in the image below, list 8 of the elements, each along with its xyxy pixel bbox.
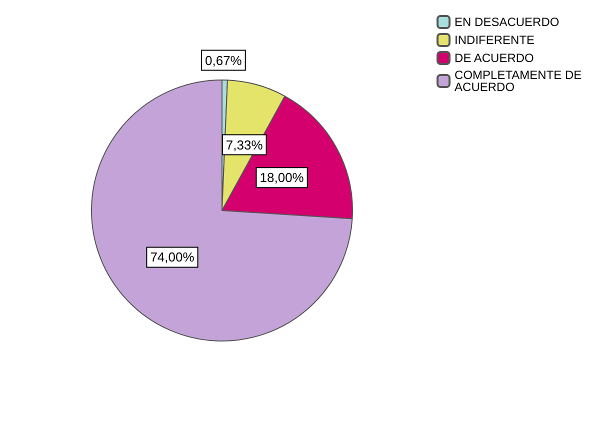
data-label: 0,67% xyxy=(205,52,242,68)
legend-label: INDIFERENTE xyxy=(454,33,535,47)
data-label: 7,33% xyxy=(226,137,264,152)
data-label: 74,00% xyxy=(150,250,195,265)
legend-label: COMPLETAMENTE DE ACUERDO xyxy=(454,68,586,94)
legend-label: EN DESACUERDO xyxy=(454,15,560,29)
legend-label: DE ACUERDO xyxy=(454,51,534,65)
data-label: 18,00% xyxy=(260,170,304,186)
